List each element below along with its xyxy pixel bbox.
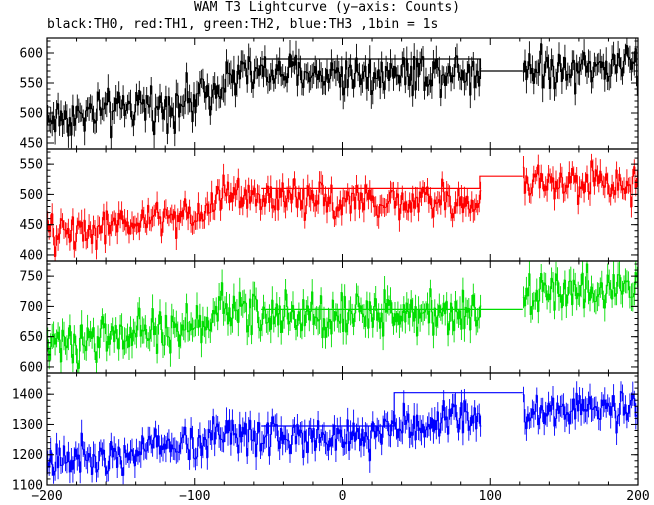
y-tick-label: 550: [20, 77, 43, 92]
y-tick-label: 600: [20, 360, 43, 375]
y-tick-label: 500: [20, 107, 43, 122]
panel-th3-frame: [46, 372, 639, 486]
y-tick-label: 400: [20, 248, 43, 263]
x-tick-label: 100: [479, 489, 502, 504]
x-tick-label: 0: [339, 489, 347, 504]
y-tick-label: 450: [20, 137, 43, 152]
y-tick-label: 700: [20, 300, 43, 315]
x-tick-label: 200: [626, 489, 649, 504]
y-tick-label: 600: [20, 47, 43, 62]
y-tick-label: 650: [20, 330, 43, 345]
y-tick-label: 1100: [12, 479, 43, 494]
y-tick-label: 1200: [12, 448, 43, 463]
y-tick-label: 500: [20, 188, 43, 203]
series-th1-line: [47, 153, 638, 261]
series-th1-mean-step: [261, 175, 523, 189]
y-tick-label: 1400: [12, 388, 43, 403]
y-tick-label: 550: [20, 158, 43, 173]
series-th3-mean-step: [261, 392, 523, 427]
series-th2-line: [47, 261, 638, 373]
x-tick-label: −100: [179, 489, 210, 504]
y-tick-label: 450: [20, 218, 43, 233]
chart-title: WAM T3 Lightcurve (y−axis: Counts): [193, 0, 461, 15]
y-tick-label: 1300: [12, 418, 43, 433]
series-th0-mean-step: [261, 58, 523, 72]
chart-subtitle: black:TH0, red:TH1, green:TH2, blue:TH3 …: [47, 17, 439, 32]
series-th0-line: [47, 38, 638, 149]
series-th3-line: [47, 381, 638, 485]
y-tick-label: 750: [20, 270, 43, 285]
x-tick-label: −200: [31, 489, 62, 504]
